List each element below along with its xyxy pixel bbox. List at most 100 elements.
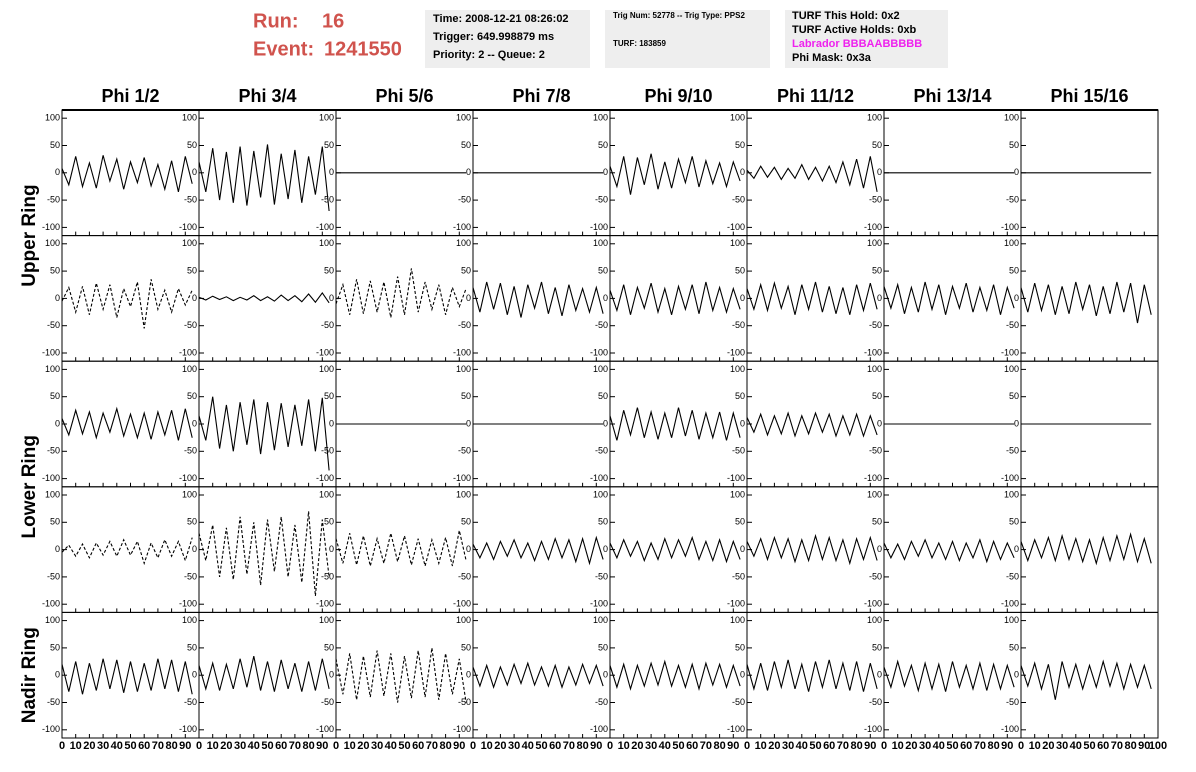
y-tick-label: 0 [329, 418, 334, 428]
y-tick-label: -50 [1006, 446, 1019, 456]
y-tick-label: -50 [458, 571, 471, 581]
x-tick-label: 20 [768, 740, 780, 752]
y-tick-label: -50 [732, 697, 745, 707]
y-tick-label: 100 [182, 489, 197, 499]
x-tick-label: 60 [549, 740, 561, 752]
x-tick-label: 50 [124, 740, 136, 752]
y-tick-label: 50 [324, 517, 334, 527]
panel-frame [61, 109, 200, 237]
x-tick-label: 20 [631, 740, 643, 752]
y-tick-label: 100 [730, 238, 745, 248]
y-tick-label: -100 [727, 724, 745, 734]
y-tick-label: -50 [869, 194, 882, 204]
x-tick-label: 70 [1111, 740, 1123, 752]
y-tick-label: -100 [1001, 473, 1019, 483]
y-tick-label: -100 [316, 724, 334, 734]
y-tick-label: 0 [603, 544, 608, 554]
panel-frame [198, 611, 337, 739]
x-tick-label: 90 [179, 740, 191, 752]
y-tick-label: 100 [45, 489, 60, 499]
x-tick-label: 50 [809, 740, 821, 752]
panel-frame [609, 360, 748, 488]
panel-frame [609, 611, 748, 739]
y-tick-label: -50 [869, 571, 882, 581]
x-tick-label: 30 [371, 740, 383, 752]
y-tick-label: -100 [179, 222, 197, 232]
y-tick-label: -50 [595, 697, 608, 707]
y-tick-label: 0 [877, 293, 882, 303]
y-tick-label: 50 [735, 265, 745, 275]
y-tick-label: 50 [324, 391, 334, 401]
waveform [1020, 281, 1152, 324]
y-tick-label: -50 [869, 697, 882, 707]
x-tick-label: 70 [426, 740, 438, 752]
y-tick-label: -50 [869, 446, 882, 456]
event-label: Event: [253, 38, 314, 60]
x-tick-label: 90 [727, 740, 739, 752]
panel-frame [198, 360, 337, 488]
panel-frame [472, 235, 611, 362]
y-tick-label: 0 [329, 293, 334, 303]
x-tick-label: 0 [59, 740, 65, 752]
y-tick-label: 50 [598, 140, 608, 150]
waveform [746, 533, 878, 566]
y-tick-label: 100 [319, 615, 334, 625]
waveform [746, 659, 878, 692]
y-tick-label: 50 [1009, 642, 1019, 652]
y-tick-label: -100 [1001, 599, 1019, 609]
y-tick-label: 50 [872, 140, 882, 150]
y-tick-label: 50 [1009, 517, 1019, 527]
info-box [605, 10, 770, 68]
y-tick-label: 0 [192, 167, 197, 177]
y-tick-label: -50 [595, 571, 608, 581]
x-tick-label: 90 [590, 740, 602, 752]
ring-label: Upper Ring [19, 184, 40, 286]
y-tick-label: 0 [329, 670, 334, 680]
panel-frame [61, 235, 200, 362]
x-tick-label: 10 [618, 740, 630, 752]
x-tick-label: 10 [344, 740, 356, 752]
column-title: Phi 15/16 [1050, 86, 1128, 106]
waveform [746, 156, 878, 193]
y-tick-label: -100 [42, 347, 60, 357]
y-tick-label: 100 [730, 364, 745, 374]
y-tick-label: 50 [187, 517, 197, 527]
y-tick-label: -100 [864, 222, 882, 232]
y-tick-label: 50 [50, 642, 60, 652]
waveform [746, 280, 878, 315]
y-tick-label: 50 [50, 265, 60, 275]
y-tick-label: 100 [1004, 615, 1019, 625]
x-tick-label: 60 [823, 740, 835, 752]
y-tick-label: 100 [319, 364, 334, 374]
x-tick-label: 40 [522, 740, 534, 752]
y-tick-label: -50 [1006, 194, 1019, 204]
waveform [61, 658, 193, 695]
y-tick-label: 100 [456, 238, 471, 248]
x-tick-label: 80 [439, 740, 451, 752]
y-tick-label: 100 [1004, 113, 1019, 123]
y-tick-label: -50 [184, 697, 197, 707]
y-tick-label: -100 [316, 599, 334, 609]
y-tick-label: -50 [47, 320, 60, 330]
waveform [335, 530, 467, 567]
y-tick-label: -100 [179, 347, 197, 357]
y-tick-label: 50 [1009, 391, 1019, 401]
waveform [1020, 659, 1152, 700]
x-tick-label: 60 [412, 740, 424, 752]
x-tick-label: 40 [1070, 740, 1082, 752]
info-text: TURF Active Holds: 0xb [792, 24, 917, 36]
y-tick-label: -100 [453, 347, 471, 357]
y-tick-label: 50 [872, 265, 882, 275]
y-tick-label: 100 [730, 489, 745, 499]
y-tick-label: 0 [1014, 418, 1019, 428]
x-tick-label: 0 [333, 740, 339, 752]
panel-frame [1020, 611, 1159, 739]
y-tick-label: -50 [321, 320, 334, 330]
waveform [198, 396, 330, 471]
x-tick-label: 10 [481, 740, 493, 752]
panel-frame [746, 360, 885, 488]
x-tick-label: 50 [946, 740, 958, 752]
x-tick-label: 30 [919, 740, 931, 752]
waveform [335, 647, 467, 703]
